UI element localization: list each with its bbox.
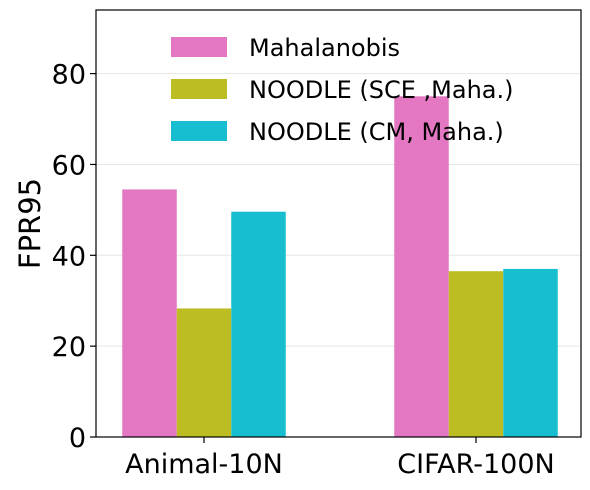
legend-swatch [171, 37, 227, 57]
y-axis: 0 20 40 60 80 [52, 60, 96, 454]
legend-label: Mahalanobis [249, 34, 400, 62]
bar-1-1 [122, 189, 177, 437]
x-axis: Animal-10N CIFAR-100N [125, 437, 555, 480]
y-tick-label: 0 [69, 423, 86, 454]
bar-3-1 [231, 211, 286, 437]
bar-2-1 [176, 308, 232, 437]
bars [122, 96, 558, 438]
x-tick-label: CIFAR-100N [397, 449, 554, 480]
bar-2-2 [448, 271, 504, 437]
bar-1-2 [394, 96, 449, 438]
y-tick-label: 80 [52, 60, 86, 91]
y-tick-label: 40 [52, 241, 86, 272]
legend-label: NOODLE (SCE ,Maha.) [249, 76, 513, 104]
bar-3-2 [503, 268, 558, 437]
y-tick-label: 20 [52, 332, 86, 363]
x-tick-label: Animal-10N [125, 449, 283, 480]
legend-swatch [171, 79, 227, 99]
y-tick-label: 60 [52, 150, 86, 181]
legend-swatch [171, 121, 227, 141]
legend-label: NOODLE (CM, Maha.) [249, 118, 504, 146]
legend: Mahalanobis NOODLE (SCE ,Maha.) NOODLE (CM… [171, 34, 513, 146]
y-axis-title: FPR95 [13, 178, 47, 269]
plot-frame [95, 9, 582, 438]
